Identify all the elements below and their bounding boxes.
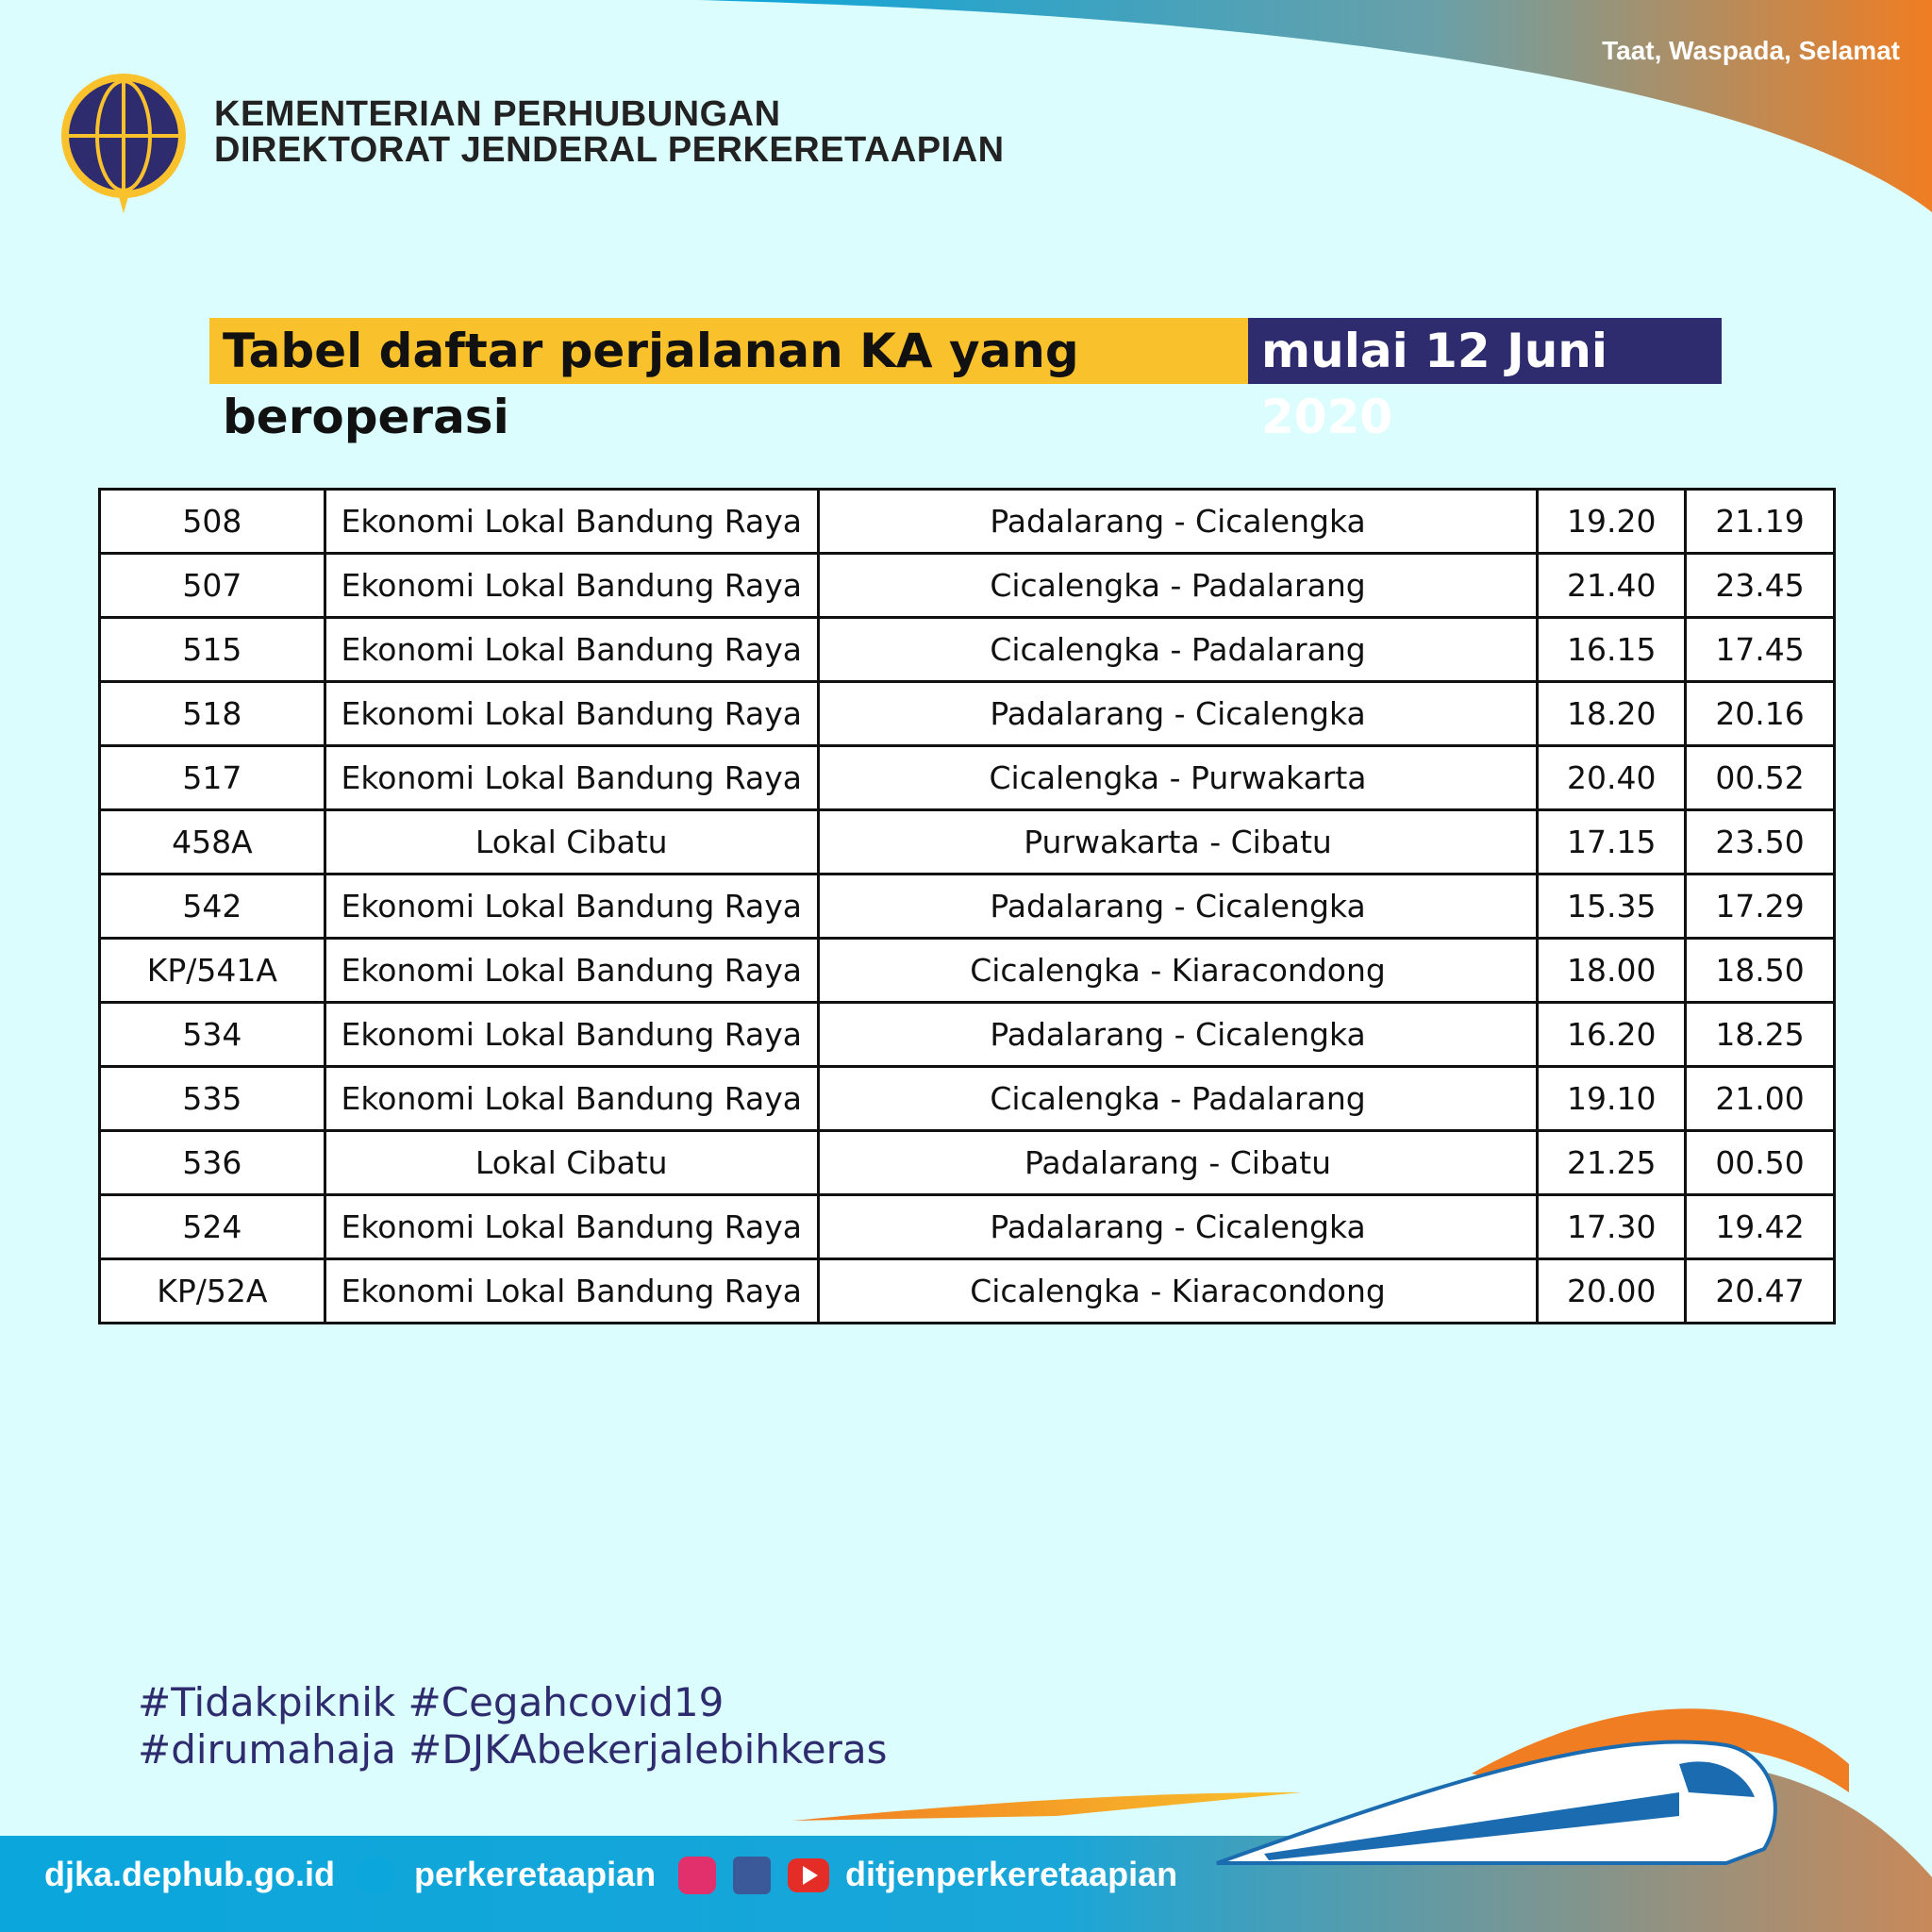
hashtag-line: #Tidakpiknik #Cegahcovid19	[138, 1679, 724, 1725]
table-cell: 19.20	[1536, 488, 1688, 555]
table-row: 518 Ekonomi Lokal Bandung Raya Padalarang …	[98, 680, 1836, 747]
table-cell: 16.15	[1536, 616, 1688, 683]
table-cell: 20.00	[1536, 1257, 1688, 1324]
table-cell: Ekonomi Lokal Bandung Raya	[323, 616, 820, 683]
title-main: Tabel daftar perjalanan KA yang beropera…	[209, 318, 1248, 444]
table-cell: 534	[98, 1001, 326, 1068]
table-cell: Ekonomi Lokal Bandung Raya	[323, 1065, 820, 1132]
table-cell: 21.25	[1536, 1129, 1688, 1196]
table-cell: 535	[98, 1065, 326, 1132]
table-row: 458A Lokal Cibatu Purwakarta - Cibatu 17.15…	[98, 808, 1836, 875]
table-cell: Ekonomi Lokal Bandung Raya	[323, 744, 820, 811]
table-cell: 18.00	[1536, 937, 1688, 1004]
title-date: mulai 12 Juni 2020	[1248, 318, 1722, 444]
table-row: 535 Ekonomi Lokal Bandung Raya Cicalengka …	[98, 1065, 1836, 1132]
table-cell: 518	[98, 680, 326, 747]
table-cell: 536	[98, 1129, 326, 1196]
table-cell: 18.25	[1684, 1001, 1836, 1068]
table-cell: Padalarang - Cicalengka	[816, 1001, 1540, 1068]
table-cell: 00.50	[1684, 1129, 1836, 1196]
table-cell: Lokal Cibatu	[323, 1129, 820, 1196]
table-cell: Padalarang - Cicalengka	[816, 873, 1540, 940]
table-cell: Ekonomi Lokal Bandung Raya	[323, 552, 820, 619]
table-cell: Ekonomi Lokal Bandung Raya	[323, 1257, 820, 1324]
table-row: 536 Lokal Cibatu Padalarang - Cibatu 21.25 0…	[98, 1129, 1836, 1196]
ministry-line: KEMENTERIAN PERHUBUNGAN	[214, 94, 781, 134]
table-cell: Ekonomi Lokal Bandung Raya	[323, 1193, 820, 1260]
hashtag-line: #dirumahaja #DJKAbekerjalebihkeras	[138, 1726, 888, 1773]
table-row: 534 Ekonomi Lokal Bandung Raya Padalarang …	[98, 1001, 1836, 1068]
table-cell: 524	[98, 1193, 326, 1260]
twitter-handle: perkeretaapian	[414, 1855, 657, 1893]
table-cell: 458A	[98, 808, 326, 875]
table-cell: 21.40	[1536, 552, 1688, 619]
table-cell: 21.19	[1684, 488, 1836, 555]
table-row: 507 Ekonomi Lokal Bandung Raya Cicalengka …	[98, 552, 1836, 619]
table-row: KP/541A Ekonomi Lokal Bandung Raya Cicalen…	[98, 937, 1836, 1004]
table-cell: Cicalengka - Kiaracondong	[816, 937, 1540, 1004]
table-cell: 23.45	[1684, 552, 1836, 619]
table-cell: 23.50	[1684, 808, 1836, 875]
tagline: Taat, Waspada, Selamat	[1602, 36, 1900, 65]
table-cell: Cicalengka - Purwakarta	[816, 744, 1540, 811]
title: Tabel daftar perjalanan KA yang beropera…	[209, 318, 1722, 444]
table-cell: KP/541A	[98, 937, 326, 1004]
table-cell: 17.30	[1536, 1193, 1688, 1260]
table-cell: Ekonomi Lokal Bandung Raya	[323, 488, 820, 555]
table-cell: 18.50	[1684, 937, 1836, 1004]
table-cell: Cicalengka - Padalarang	[816, 552, 1540, 619]
table-cell: 20.47	[1684, 1257, 1836, 1324]
ministry-name: KEMENTERIAN PERHUBUNGAN DIREKTORAT JENDE…	[214, 96, 1005, 168]
table-row: KP/52A Ekonomi Lokal Bandung Raya Cicaleng…	[98, 1257, 1836, 1324]
table-cell: 515	[98, 616, 326, 683]
table-cell: 19.42	[1684, 1193, 1836, 1260]
table-cell: 16.20	[1536, 1001, 1688, 1068]
website: djka.dephub.go.id	[44, 1855, 335, 1893]
table-cell: 17.29	[1684, 873, 1836, 940]
table-cell: Lokal Cibatu	[323, 808, 820, 875]
table-cell: 508	[98, 488, 326, 555]
table-cell: Ekonomi Lokal Bandung Raya	[323, 873, 820, 940]
table-cell: Ekonomi Lokal Bandung Raya	[323, 1001, 820, 1068]
table-cell: 517	[98, 744, 326, 811]
table-row: 517 Ekonomi Lokal Bandung Raya Cicalengka …	[98, 744, 1836, 811]
table-cell: 00.52	[1684, 744, 1836, 811]
table-cell: 20.16	[1684, 680, 1836, 747]
table-cell: Purwakarta - Cibatu	[816, 808, 1540, 875]
table-cell: 542	[98, 873, 326, 940]
table-cell: 17.15	[1536, 808, 1688, 875]
hashtags: #Tidakpiknik #Cegahcovid19 #dirumahaja #…	[138, 1679, 887, 1774]
table-cell: Padalarang - Cicalengka	[816, 488, 1540, 555]
table-cell: 19.10	[1536, 1065, 1688, 1132]
table-cell: 18.20	[1536, 680, 1688, 747]
table-cell: 17.45	[1684, 616, 1836, 683]
table-row: 508 Ekonomi Lokal Bandung Raya Padalarang …	[98, 488, 1836, 555]
ministry-line: DIREKTORAT JENDERAL PERKERETAAPIAN	[214, 130, 1005, 170]
table-row: 542 Ekonomi Lokal Bandung Raya Padalarang …	[98, 873, 1836, 940]
table-cell: Cicalengka - Padalarang	[816, 616, 1540, 683]
table-cell: Padalarang - Cicalengka	[816, 1193, 1540, 1260]
table-row: 524 Ekonomi Lokal Bandung Raya Padalarang …	[98, 1193, 1836, 1260]
table-cell: 15.35	[1536, 873, 1688, 940]
table-cell: Padalarang - Cicalengka	[816, 680, 1540, 747]
table-cell: 20.40	[1536, 744, 1688, 811]
table-cell: Cicalengka - Padalarang	[816, 1065, 1540, 1132]
social-handle: ditjenperkeretaapian	[845, 1855, 1178, 1893]
table-cell: 21.00	[1684, 1065, 1836, 1132]
table-cell: Cicalengka - Kiaracondong	[816, 1257, 1540, 1324]
table-row: 515 Ekonomi Lokal Bandung Raya Cicalengka …	[98, 616, 1836, 683]
table-cell: Ekonomi Lokal Bandung Raya	[323, 680, 820, 747]
table-cell: KP/52A	[98, 1257, 326, 1324]
schedule-table: 508 Ekonomi Lokal Bandung Raya Padalarang …	[98, 488, 1836, 1324]
table-cell: Ekonomi Lokal Bandung Raya	[323, 937, 820, 1004]
table-cell: 507	[98, 552, 326, 619]
table-cell: Padalarang - Cibatu	[816, 1129, 1540, 1196]
